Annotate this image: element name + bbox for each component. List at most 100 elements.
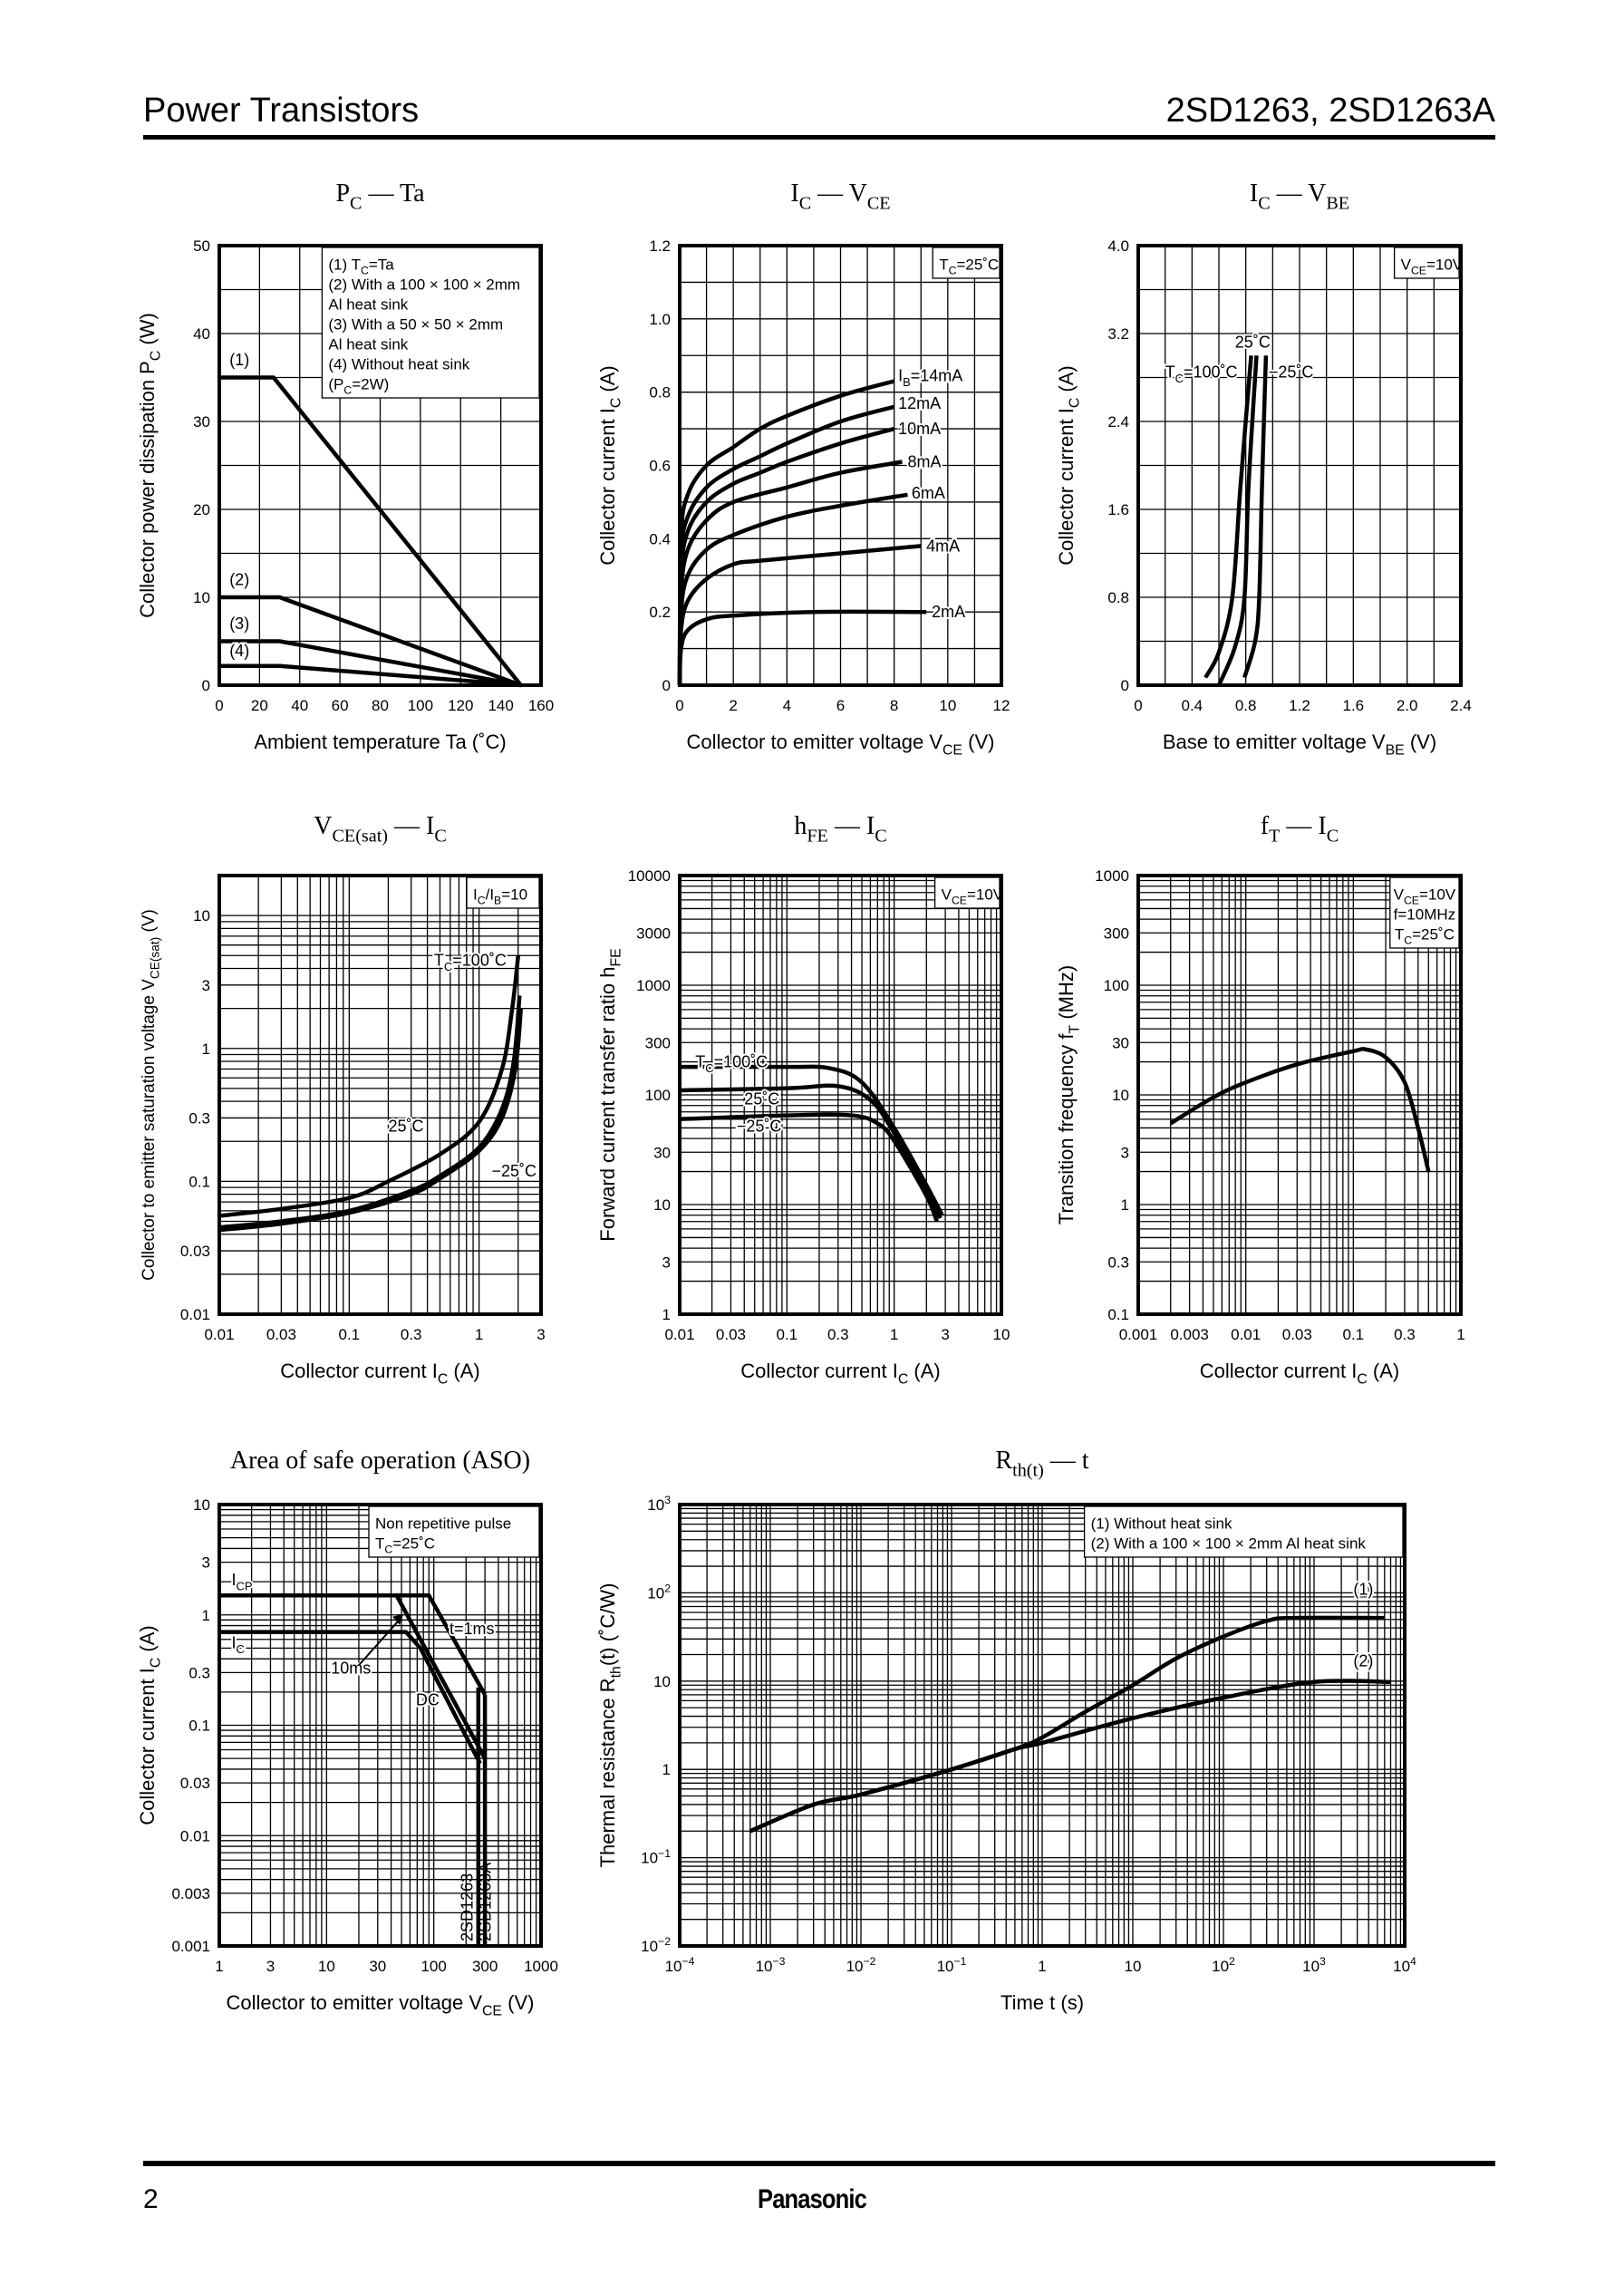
text-segment: −25˚C — [1269, 363, 1314, 381]
text-segment: 10ms — [331, 1659, 371, 1677]
text-segment: FE — [609, 948, 624, 966]
x-tick-label: 10−2 — [846, 1955, 876, 1975]
text-segment: 30 — [193, 413, 210, 431]
plot-frame — [678, 1503, 1406, 1948]
text-segment: (1) T — [328, 257, 361, 274]
text-segment: CE — [867, 193, 891, 213]
text-segment: 50 — [193, 237, 210, 255]
text-segment: 10000 — [628, 867, 671, 885]
text-segment: 0.01 — [180, 1306, 210, 1323]
text-segment: T — [1395, 926, 1404, 944]
text-segment: C — [1357, 1372, 1367, 1388]
text-segment: 10 — [647, 1584, 664, 1602]
x-tick-label: 1 — [1456, 1326, 1464, 1343]
chart-title: hFE — IC — [794, 812, 886, 846]
note-line: IC/IB=10 — [473, 886, 527, 907]
text-segment: (1) Without heat sink — [1091, 1515, 1232, 1533]
note-line: Non repetitive pulse — [375, 1515, 511, 1533]
text-segment: 1000 — [524, 1958, 558, 1975]
text-segment: (t) (˚C/W) — [596, 1583, 619, 1667]
text-segment: CE — [1411, 265, 1426, 277]
brand-logo: Panasonic — [758, 2184, 867, 2214]
text-segment: 3 — [1121, 1144, 1129, 1161]
chart-title: IC — VCE — [790, 179, 890, 213]
text-segment: C — [384, 1544, 392, 1556]
x-tick-label: 20 — [251, 697, 268, 714]
text-segment: Collector current I — [740, 1360, 898, 1382]
text-segment: 10 — [193, 1496, 210, 1514]
text-segment: 2mA — [932, 603, 965, 621]
x-tick-label: 1000 — [524, 1958, 558, 1975]
text-segment: 1.0 — [649, 311, 671, 328]
y-axis-label: Collector power dissipation PC (W) — [136, 313, 164, 618]
text-segment: (A) — [596, 365, 619, 397]
y-tick-label: 0.6 — [649, 458, 671, 475]
y-tick-label: 30 — [193, 413, 210, 431]
text-segment: — I — [1280, 812, 1326, 840]
x-tick-label: 0.01 — [664, 1326, 694, 1343]
x-tick-label: 100 — [408, 697, 433, 714]
text-segment: 2.4 — [1450, 697, 1472, 714]
text-segment: 0.03 — [716, 1326, 746, 1343]
series-label: (4) — [229, 642, 249, 660]
text-segment: −25˚C — [737, 1117, 782, 1135]
x-tick-label: 10−3 — [756, 1955, 786, 1975]
text-segment: C — [149, 1658, 164, 1668]
text-segment: T — [1068, 1024, 1083, 1033]
text-segment: C — [350, 193, 362, 213]
text-segment: 10 — [653, 1196, 671, 1214]
text-segment: Time t (s) — [1000, 1991, 1084, 2014]
text-segment: 0.03 — [1282, 1326, 1312, 1343]
x-tick-label: 1 — [215, 1958, 223, 1975]
text-segment: (2) — [229, 571, 249, 589]
y-tick-label: 300 — [1104, 924, 1129, 942]
x-tick-label: 0.001 — [1119, 1326, 1158, 1343]
text-segment: 30 — [369, 1958, 386, 1975]
series-label: 25˚C — [388, 1118, 423, 1136]
text-segment: C — [609, 398, 624, 408]
text-segment: 300 — [645, 1034, 671, 1051]
text-segment: T — [939, 257, 948, 274]
y-tick-label: 0.03 — [180, 1243, 210, 1260]
text-segment: C — [236, 1642, 244, 1656]
series-line — [219, 375, 523, 687]
plot-frame — [678, 244, 1003, 687]
x-axis-label: Collector current IC (A) — [740, 1360, 941, 1388]
y-tick-label: 10 — [193, 1496, 210, 1514]
plot-frame — [218, 1503, 543, 1948]
text-segment: 0.3 — [188, 1109, 210, 1127]
y-tick-label: 100 — [645, 1087, 671, 1104]
text-segment: 4.0 — [1107, 237, 1129, 255]
text-segment: CE(sat) — [149, 937, 162, 979]
y-tick-label: 10000 — [628, 867, 671, 885]
grid — [680, 876, 1001, 1314]
text-segment: 0.03 — [180, 1775, 210, 1792]
series-label: 8mA — [907, 452, 941, 470]
plot-frame — [1136, 874, 1463, 1316]
text-segment: I — [473, 886, 478, 904]
text-segment: 300 — [472, 1958, 498, 1975]
text-segment: CE — [942, 743, 962, 759]
text-segment: — I — [388, 812, 434, 840]
series-label: −25˚C — [492, 1162, 537, 1180]
y-tick-label: 3 — [662, 1253, 671, 1271]
x-tick-label: 4 — [783, 697, 791, 714]
x-tick-label: 10 — [1125, 1958, 1142, 1975]
note-line: (3) With a 50 × 50 × 2mm — [328, 316, 503, 334]
y-tick-label: 0.8 — [1107, 589, 1129, 606]
text-segment: 1 — [202, 1041, 210, 1058]
text-segment: 0.3 — [401, 1326, 422, 1343]
x-axis-label: Collector to emitter voltage VCE (V) — [687, 731, 995, 759]
page-number: 2 — [143, 2184, 159, 2214]
x-tick-label: 0.4 — [1182, 697, 1204, 714]
series-label: 4mA — [926, 537, 960, 555]
chart-0: (1) TC=Ta(2) With a 100 × 100 × 2mm Al h… — [136, 179, 554, 753]
chart-title: Rth(t) — t — [995, 1447, 1088, 1480]
text-segment: 100 — [1104, 977, 1129, 994]
text-segment: 140 — [488, 697, 513, 714]
x-tick-label: 10 — [993, 1326, 1010, 1343]
text-segment: C — [799, 193, 811, 213]
series-line — [677, 609, 927, 686]
